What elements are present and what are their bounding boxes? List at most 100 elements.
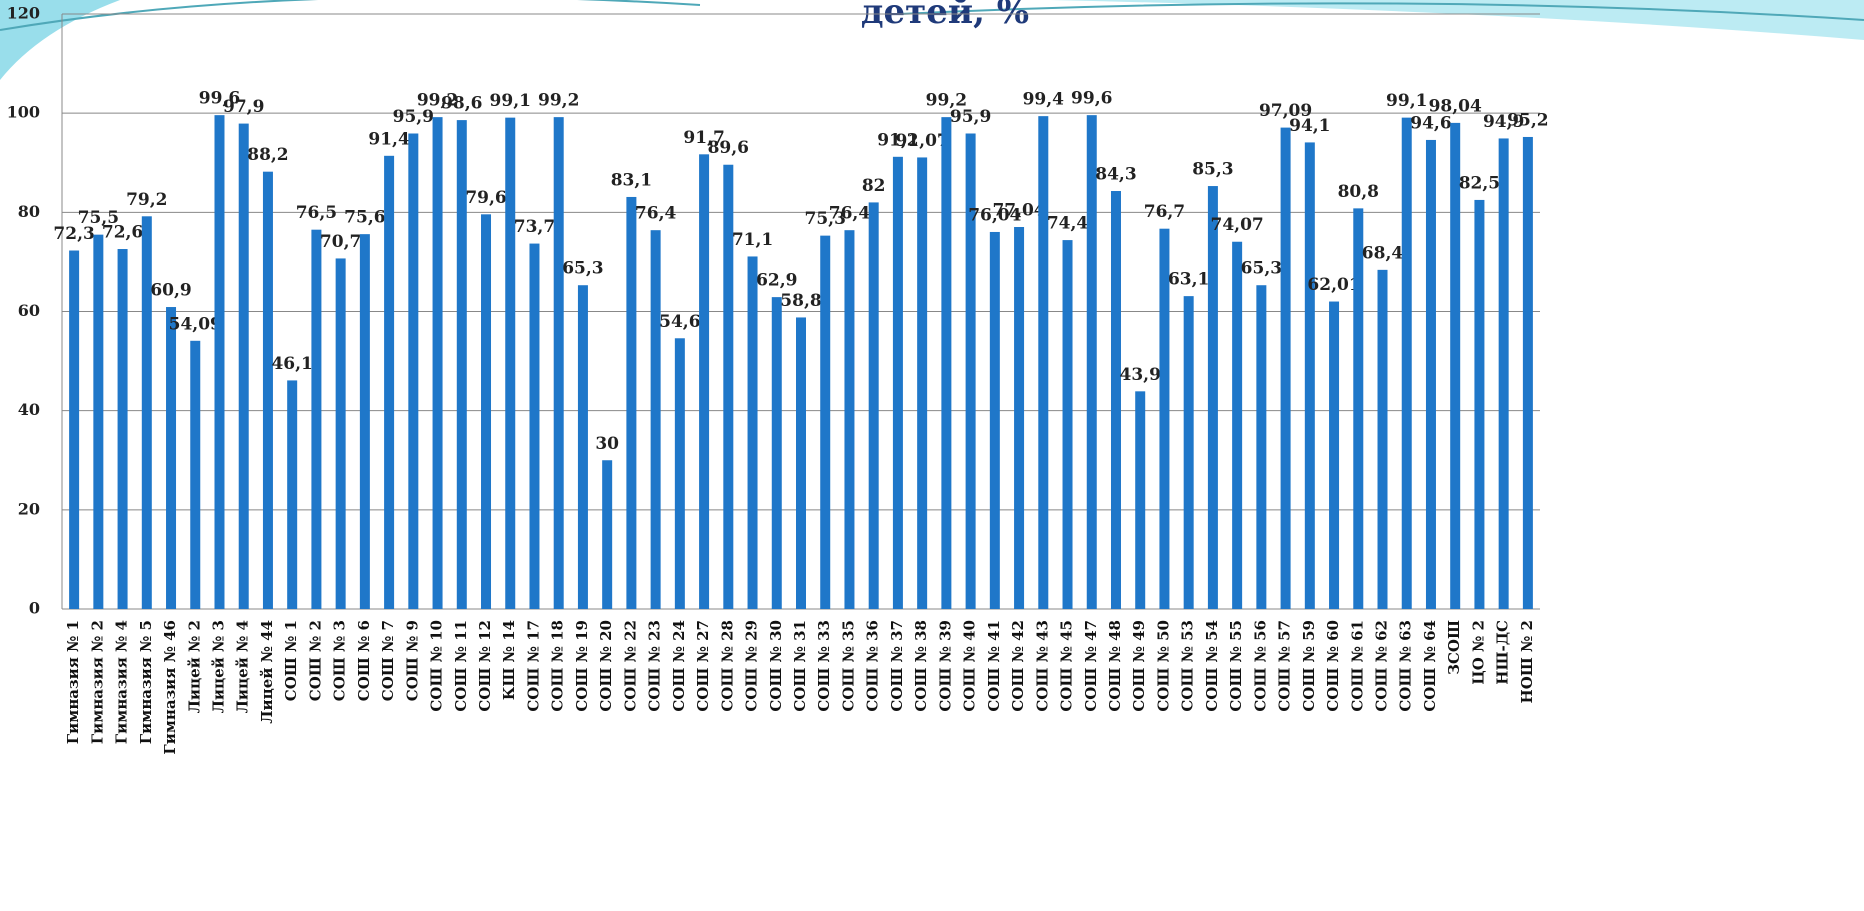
- x-tick-label: СОШ № 39: [936, 620, 954, 712]
- value-label: 72,6: [102, 223, 143, 243]
- bar: [989, 231, 1000, 610]
- value-label: 82: [862, 176, 886, 196]
- value-label: 74,07: [1211, 215, 1264, 235]
- bar: [1135, 391, 1146, 609]
- x-tick-label: СОШ № 59: [1300, 620, 1318, 712]
- x-tick-label: СОШ № 53: [1179, 620, 1197, 712]
- value-label: 99,4: [1023, 90, 1065, 110]
- value-label: 43,9: [1120, 365, 1161, 385]
- bar: [1498, 138, 1509, 609]
- decoration: [899, 2, 1864, 21]
- value-label: 99,2: [926, 91, 967, 111]
- bar: [1159, 228, 1170, 609]
- x-tick-label: СОШ № 64: [1421, 620, 1439, 712]
- x-tick-label: СОШ № 43: [1033, 620, 1051, 712]
- x-tick-label: СОШ № 11: [452, 620, 470, 712]
- bar: [1401, 117, 1412, 610]
- value-label: 79,6: [465, 188, 506, 208]
- x-tick-label: СОШ № 18: [549, 620, 567, 712]
- bar: [1450, 122, 1461, 609]
- bar: [505, 117, 516, 610]
- bar: [359, 234, 370, 609]
- bar: [1522, 136, 1533, 609]
- bar: [384, 155, 395, 609]
- value-label: 95,9: [950, 107, 991, 127]
- bar: [577, 285, 588, 609]
- bar: [674, 338, 685, 609]
- value-label: 75,6: [344, 208, 385, 228]
- value-label: 95,9: [393, 107, 434, 127]
- decoration: [1050, 0, 1864, 40]
- x-tick-label: СОШ № 42: [1009, 620, 1027, 712]
- value-label: 79,2: [126, 190, 167, 210]
- value-label: 85,3: [1192, 160, 1233, 180]
- value-label: 77,04: [992, 201, 1045, 221]
- x-tick-label: ЗСОШ: [1445, 620, 1463, 675]
- x-tick-label: СОШ № 41: [985, 620, 1003, 712]
- value-label: 94,9: [1483, 112, 1524, 132]
- value-label: 65,3: [562, 259, 603, 279]
- bar: [456, 120, 467, 609]
- bar: [1110, 191, 1121, 609]
- bar: [868, 202, 879, 609]
- bar: [820, 235, 831, 609]
- bar: [553, 117, 564, 609]
- value-label: 89,6: [708, 138, 749, 158]
- chart-title: детей, %: [861, 0, 1029, 32]
- x-tick-label: СОШ № 30: [767, 620, 785, 712]
- x-tick-label: Лицей № 4: [234, 620, 252, 713]
- x-tick-label: СОШ № 29: [743, 620, 761, 712]
- decoration: [0, 0, 701, 31]
- value-label: 97,09: [1259, 101, 1312, 121]
- bar: [238, 123, 249, 610]
- bar: [335, 258, 346, 609]
- bar: [481, 214, 492, 610]
- bar: [1377, 269, 1388, 609]
- bar: [723, 164, 734, 609]
- value-label: 75,3: [805, 209, 846, 229]
- value-label: 98,04: [1429, 96, 1482, 116]
- x-tick-label: СОШ № 61: [1348, 620, 1366, 712]
- x-tick-label: СОШ № 28: [718, 620, 736, 712]
- x-tick-label: СОШ № 38: [912, 620, 930, 712]
- value-label: 76,04: [968, 205, 1021, 225]
- bar: [771, 297, 782, 609]
- x-tick-label: СОШ № 2: [306, 620, 324, 701]
- value-label: 99,6: [1071, 89, 1112, 109]
- bar: [311, 229, 322, 609]
- value-label: 72,3: [53, 224, 94, 244]
- x-tick-label: СОШ № 54: [1203, 620, 1221, 712]
- x-tick-label: Гимназия № 4: [113, 620, 131, 744]
- bar: [699, 154, 710, 609]
- value-label: 73,7: [514, 217, 555, 237]
- value-label: 91,07: [896, 131, 949, 151]
- value-label: 76,4: [829, 204, 871, 224]
- value-label: 94,1: [1289, 116, 1330, 136]
- x-tick-label: СОШ № 49: [1130, 620, 1148, 712]
- x-tick-label: СОШ № 37: [888, 620, 906, 712]
- bar: [1207, 186, 1218, 609]
- x-tick-label: СОШ № 57: [1276, 620, 1294, 712]
- x-tick-label: СОШ № 33: [815, 620, 833, 712]
- x-tick-label: Лицей № 2: [185, 620, 203, 713]
- decoration: [0, 0, 120, 80]
- y-tick-label: 80: [18, 202, 40, 221]
- bar: [1280, 127, 1291, 610]
- x-tick-label: СОШ № 36: [864, 620, 882, 712]
- bar: [1353, 208, 1364, 609]
- bar: [432, 117, 443, 609]
- x-tick-label: СОШ № 40: [961, 620, 979, 712]
- value-label: 76,5: [296, 203, 337, 223]
- value-label: 99,1: [1386, 91, 1427, 111]
- value-label: 76,7: [1144, 202, 1185, 222]
- x-tick-label: СОШ № 20: [597, 620, 615, 712]
- y-tick-label: 0: [29, 599, 40, 618]
- x-tick-label: СОШ № 6: [355, 620, 373, 701]
- bar: [69, 250, 80, 609]
- value-label: 94,6: [1410, 113, 1451, 133]
- value-label: 46,1: [271, 354, 312, 374]
- x-tick-label: СОШ № 22: [621, 620, 639, 712]
- x-tick-label: СОШ № 55: [1227, 620, 1245, 712]
- bar: [1256, 285, 1267, 609]
- x-tick-label: СОШ № 50: [1154, 620, 1172, 712]
